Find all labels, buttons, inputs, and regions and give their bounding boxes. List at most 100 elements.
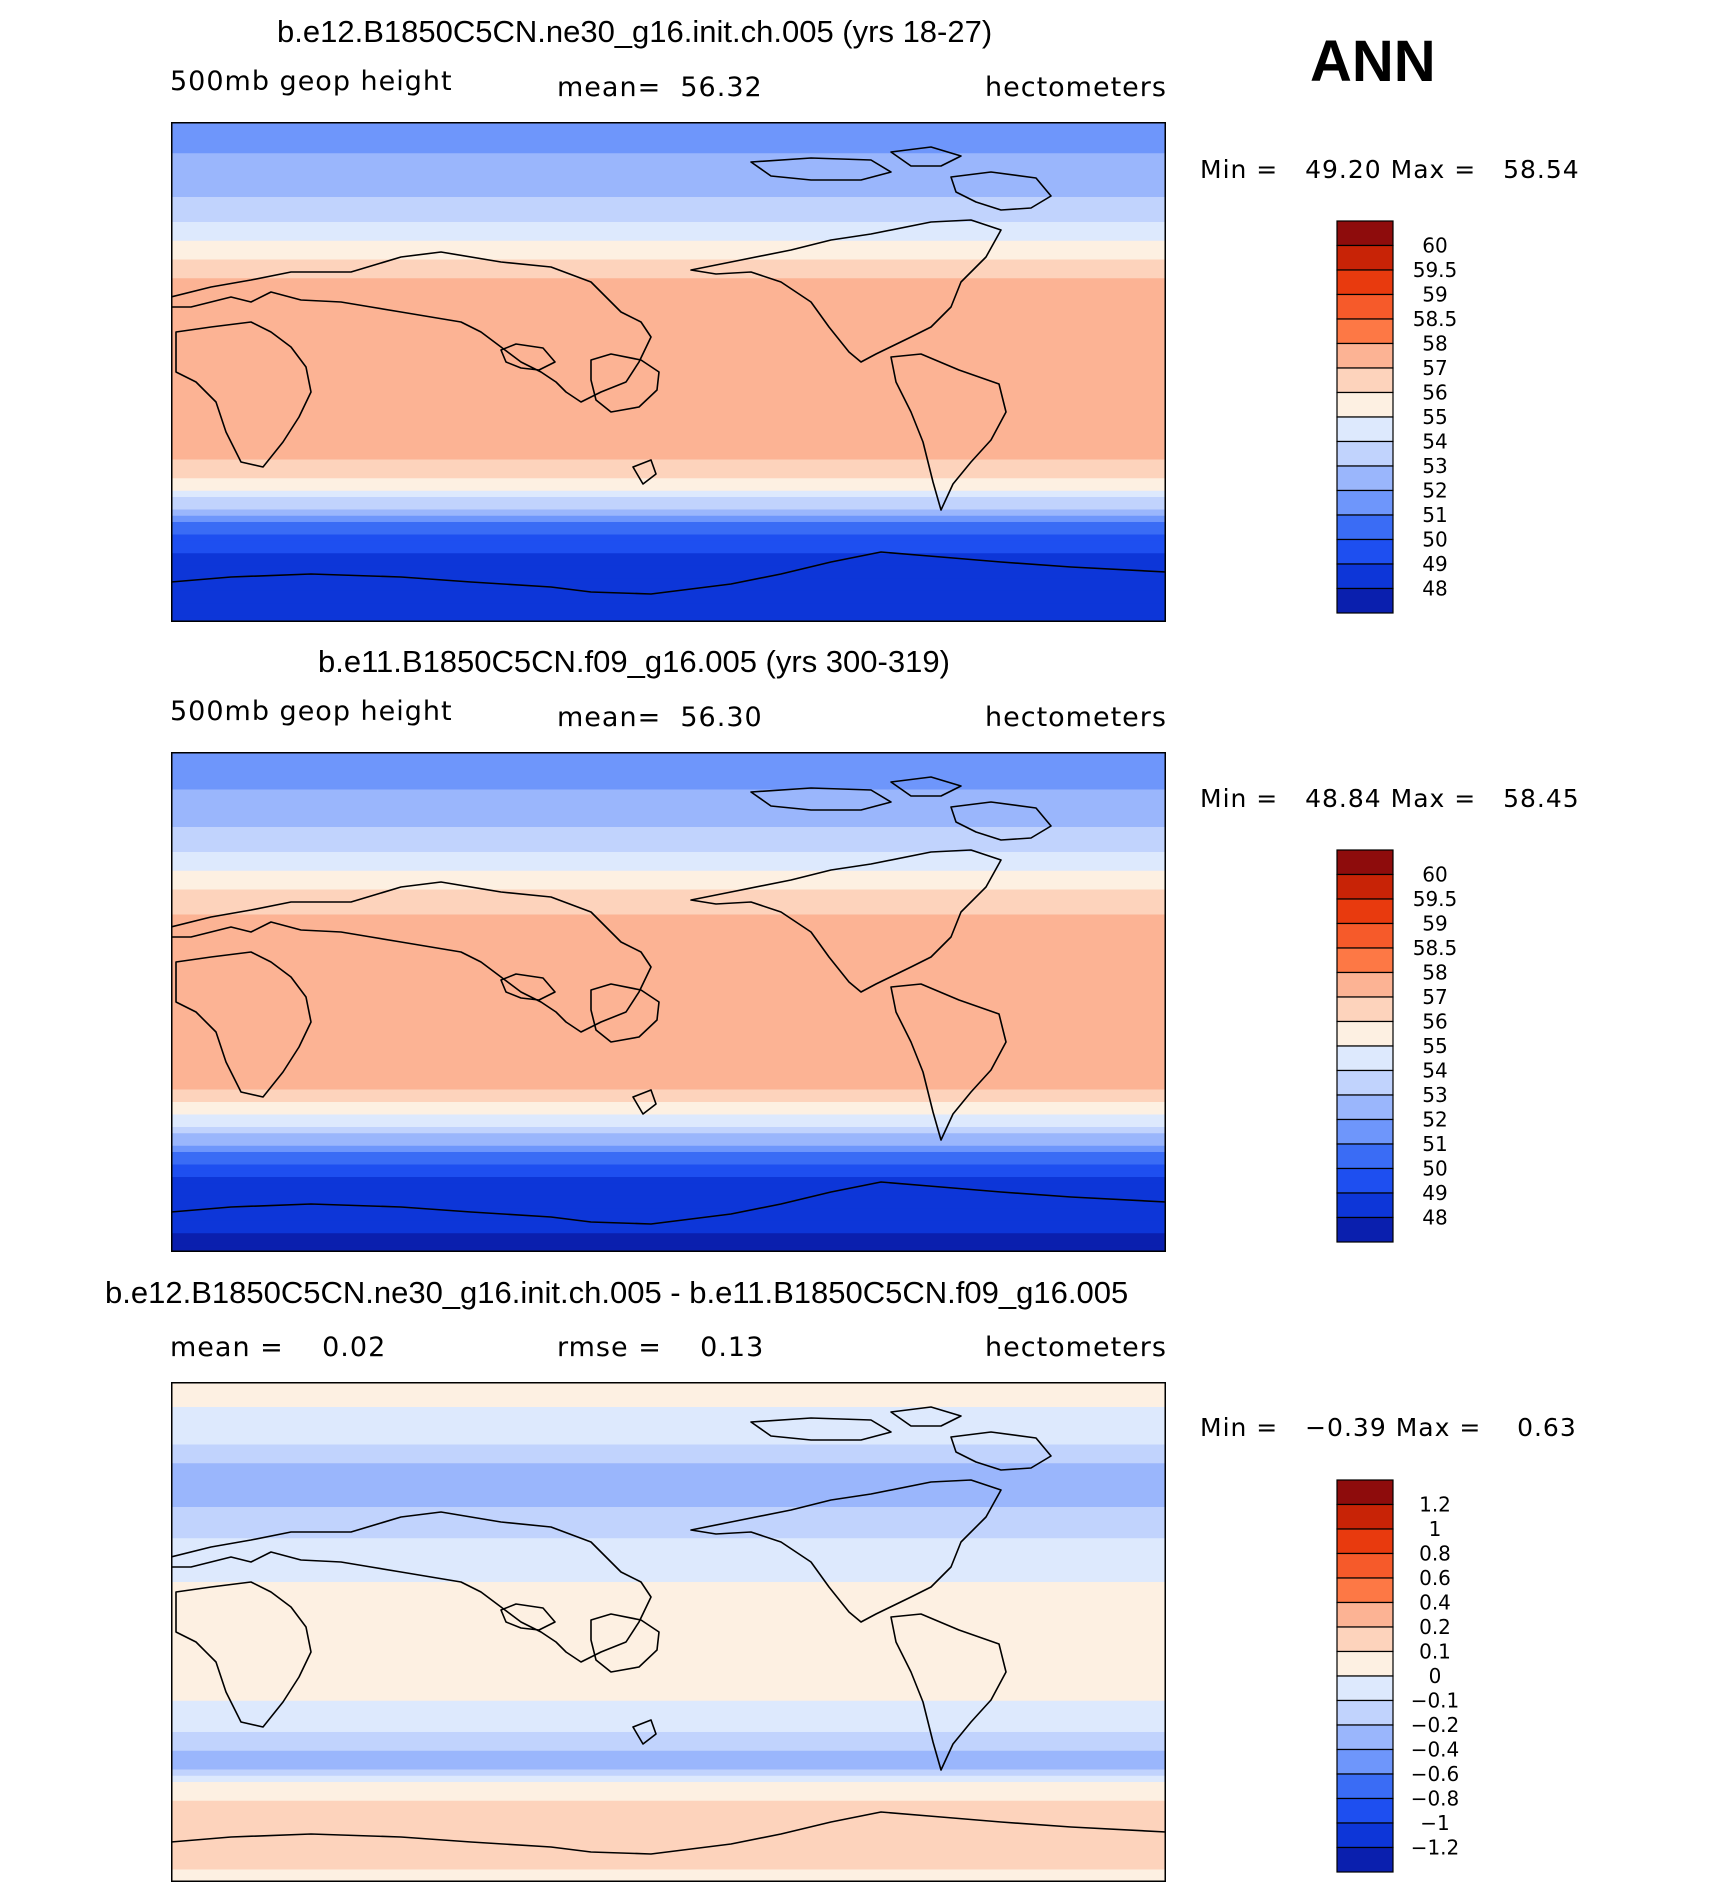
map-band xyxy=(171,883,1166,891)
map-band xyxy=(171,1177,1166,1184)
map-band xyxy=(171,1214,1166,1222)
map-band xyxy=(171,802,1166,809)
colorbar-label: 53 xyxy=(1422,1083,1447,1107)
map-band xyxy=(171,833,1166,841)
colorbar-label: 1.2 xyxy=(1419,1493,1451,1517)
coastline xyxy=(500,1603,556,1631)
colorbar-label: 56 xyxy=(1422,381,1447,405)
colorbar-box xyxy=(1336,873,1394,900)
map-band xyxy=(171,764,1166,772)
colorbar-box xyxy=(1336,1045,1394,1072)
map-band xyxy=(171,939,1166,947)
coastline xyxy=(890,776,962,797)
map-band xyxy=(171,334,1166,342)
map-band xyxy=(171,409,1166,417)
colorbar-box xyxy=(1336,465,1394,492)
colorbar-box xyxy=(1336,947,1394,974)
map-band xyxy=(171,870,1166,878)
panel1-variable: 500mb geop height xyxy=(170,66,453,97)
colorbar-label: 59.5 xyxy=(1413,887,1458,911)
map-band xyxy=(171,1400,1166,1408)
panel3-map xyxy=(171,1382,1166,1882)
map-band xyxy=(171,1108,1166,1116)
map-band xyxy=(171,877,1166,884)
panel1-mean-label: mean= xyxy=(557,72,662,103)
map-band xyxy=(171,989,1166,997)
map-band xyxy=(171,147,1166,154)
coastline xyxy=(690,1479,1002,1623)
map-band xyxy=(171,1732,1166,1739)
map-band xyxy=(171,1632,1166,1639)
colorbar-label: 48 xyxy=(1422,577,1447,601)
map-band xyxy=(171,1757,1166,1764)
colorbar-box xyxy=(1336,538,1394,565)
map-band xyxy=(171,1738,1166,1746)
colorbar-box xyxy=(1336,342,1394,369)
map-band xyxy=(171,1120,1166,1128)
coastline xyxy=(750,787,892,811)
colorbar-box xyxy=(1336,898,1394,925)
map-band xyxy=(171,1482,1166,1489)
map-band xyxy=(171,1077,1166,1084)
map-band xyxy=(171,964,1166,972)
map-band xyxy=(171,814,1166,822)
coastline xyxy=(890,1406,962,1427)
map-band xyxy=(171,228,1166,236)
map-band xyxy=(171,1444,1166,1452)
map-band xyxy=(171,134,1166,142)
map-band xyxy=(171,453,1166,461)
map-band xyxy=(171,808,1166,816)
map-band xyxy=(171,1719,1166,1727)
map-band xyxy=(171,122,1166,129)
map-band xyxy=(171,1619,1166,1627)
panel3-title: b.e12.B1850C5CN.ne30_g16.init.ch.005 - b… xyxy=(105,1275,1129,1310)
colorbar-box xyxy=(1336,244,1394,271)
colorbar-label: 53 xyxy=(1422,454,1447,478)
map-band xyxy=(171,1388,1166,1396)
map-band xyxy=(171,852,1166,859)
map-band xyxy=(171,1102,1166,1109)
map-band xyxy=(171,1114,1166,1122)
coastline xyxy=(750,1417,892,1441)
colorbar-label: −1.2 xyxy=(1411,1836,1460,1860)
colorbar-label: 50 xyxy=(1422,1157,1447,1181)
colorbar-label: 0.2 xyxy=(1419,1615,1451,1639)
panel1-units: hectometers xyxy=(985,72,1167,103)
map-band xyxy=(171,1189,1166,1197)
map-band xyxy=(171,1775,1166,1783)
map-band xyxy=(171,190,1166,198)
colorbar-label: 52 xyxy=(1422,479,1447,503)
map-band xyxy=(171,1158,1166,1166)
colorbar-label: −0.2 xyxy=(1411,1713,1460,1737)
map-band xyxy=(171,845,1166,853)
colorbar-box xyxy=(1336,563,1394,590)
map-band xyxy=(171,1095,1166,1103)
map-band xyxy=(171,1227,1166,1234)
colorbar-box xyxy=(1336,1528,1394,1555)
colorbar-box xyxy=(1336,440,1394,467)
map-band xyxy=(171,827,1166,834)
coastline xyxy=(171,551,1166,622)
colorbar-label: 58 xyxy=(1422,961,1447,985)
map-band xyxy=(171,983,1166,991)
map-band xyxy=(171,1457,1166,1464)
map-band xyxy=(171,153,1166,161)
coastline xyxy=(632,459,657,485)
map-band xyxy=(171,1794,1166,1802)
coastline xyxy=(175,321,312,468)
map-band xyxy=(171,284,1166,292)
map-band xyxy=(171,309,1166,317)
map-band xyxy=(171,895,1166,903)
map-band xyxy=(171,415,1166,423)
map-band xyxy=(171,1713,1166,1721)
map-band xyxy=(171,1857,1166,1864)
map-band xyxy=(171,1089,1166,1097)
map-band xyxy=(171,1407,1166,1414)
map-band xyxy=(171,184,1166,192)
map-band xyxy=(171,434,1166,442)
map-band xyxy=(171,1245,1166,1252)
colorbar-label: −0.1 xyxy=(1411,1689,1460,1713)
map-band xyxy=(171,889,1166,897)
map-band xyxy=(171,1064,1166,1072)
coastline xyxy=(750,157,892,181)
